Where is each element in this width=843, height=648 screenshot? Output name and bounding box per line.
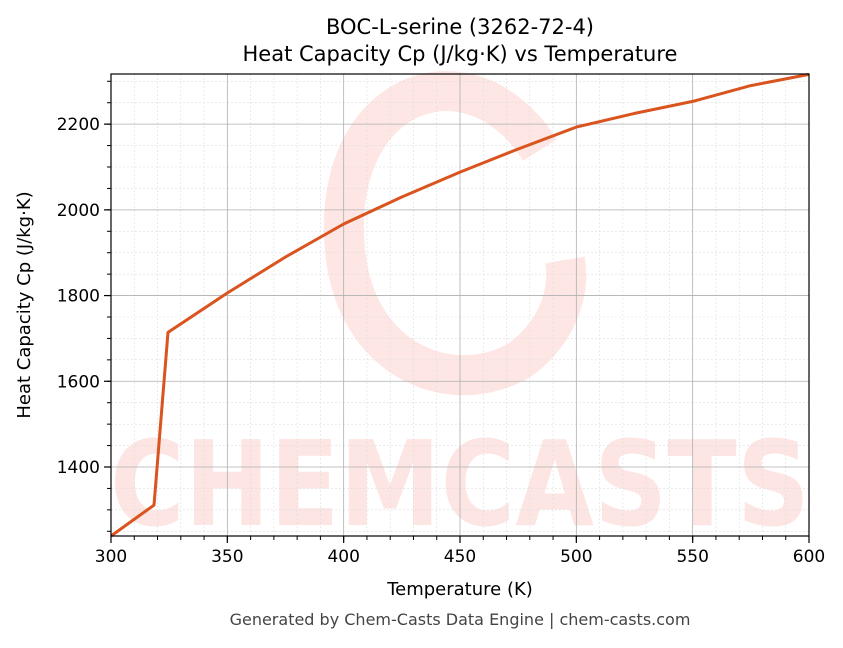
y-tick-label: 1400	[57, 458, 100, 478]
x-tick-label: 400	[327, 547, 359, 567]
x-axis-label: Temperature (K)	[386, 579, 533, 600]
x-tick-label: 500	[560, 547, 592, 567]
y-tick-label: 1800	[57, 287, 100, 307]
plot-frame	[110, 73, 810, 537]
y-tick-label: 1600	[57, 372, 100, 392]
x-tick-label: 450	[444, 547, 476, 567]
x-tick-label: 550	[676, 547, 708, 567]
y-axis-label: Heat Capacity Cp (J/kg·K)	[14, 191, 35, 418]
x-tick-label: 300	[95, 547, 127, 567]
y-tick-label: 2200	[57, 115, 100, 135]
chart-title: BOC-L-serine (3262-72-4)	[326, 15, 594, 39]
y-tick-label: 2000	[57, 201, 100, 221]
chart-subtitle: Heat Capacity Cp (J/kg·K) vs Temperature	[243, 42, 678, 66]
x-tick-label: 600	[793, 547, 825, 567]
x-tick-label: 350	[211, 547, 243, 567]
footer-text: Generated by Chem-Casts Data Engine | ch…	[230, 610, 691, 629]
series-line	[110, 72, 810, 538]
watermark-logo-arc	[323, 71, 587, 396]
